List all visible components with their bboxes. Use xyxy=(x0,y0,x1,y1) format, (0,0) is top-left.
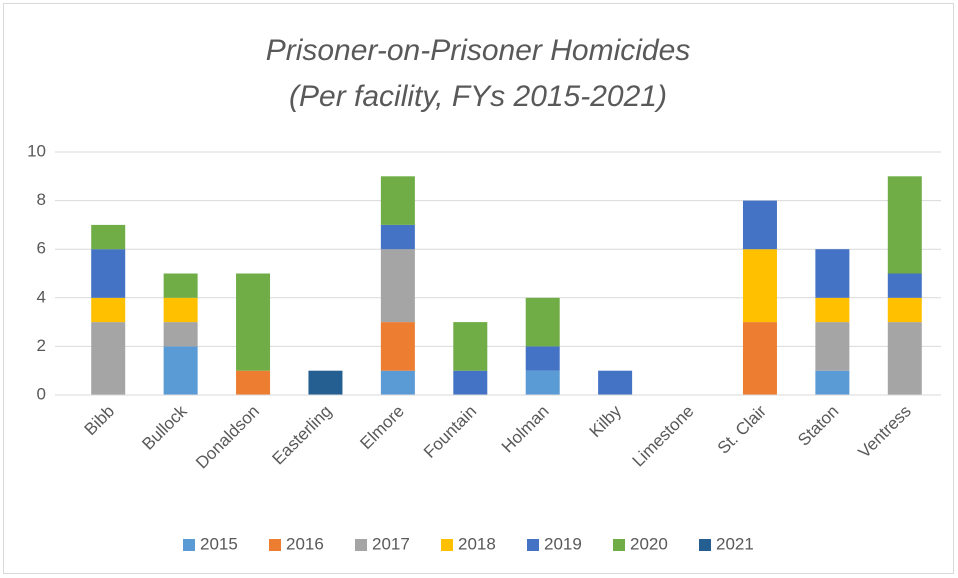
bar-segment xyxy=(887,297,922,323)
legend-label: 2017 xyxy=(372,534,410,553)
bar-segment xyxy=(163,322,198,347)
bar-segment xyxy=(380,370,415,395)
bar-segment xyxy=(525,297,560,347)
bar-segment xyxy=(163,346,198,395)
y-tick-label: 6 xyxy=(37,239,46,258)
bar-segment xyxy=(163,273,198,298)
bar-segment xyxy=(815,297,850,323)
legend-swatch xyxy=(527,539,539,551)
legend-label: 2015 xyxy=(200,534,238,553)
bar-segment xyxy=(815,249,850,298)
bar-segment xyxy=(815,322,850,371)
chart-title: (Per facility, FYs 2015-2021) xyxy=(289,80,667,113)
bar-segment xyxy=(91,322,126,395)
bar-segment xyxy=(163,297,198,323)
y-tick-label: 8 xyxy=(37,190,46,209)
bar-segment xyxy=(742,249,777,323)
bar-segment xyxy=(742,322,777,395)
bar-segment xyxy=(380,176,415,225)
bar-segment xyxy=(380,224,415,250)
bar-segment xyxy=(525,370,560,395)
bar-segment xyxy=(91,249,126,298)
bar-segment xyxy=(598,370,633,395)
legend-label: 2016 xyxy=(286,534,324,553)
bar-segment xyxy=(742,200,777,250)
bar-segment xyxy=(91,297,126,323)
legend-swatch xyxy=(613,539,625,551)
legend-swatch xyxy=(699,539,711,551)
bar-segment xyxy=(887,176,922,274)
bar-segment xyxy=(236,370,271,395)
legend-label: 2020 xyxy=(630,534,668,553)
bar-segment xyxy=(236,273,271,371)
bar-segment xyxy=(453,322,488,371)
bar-segment xyxy=(380,249,415,323)
bar-segment xyxy=(91,224,126,250)
y-tick-label: 10 xyxy=(27,141,46,160)
legend-label: 2021 xyxy=(716,534,754,553)
chart-frame xyxy=(3,3,954,574)
y-tick-label: 2 xyxy=(37,336,46,355)
legend-swatch xyxy=(269,539,281,551)
legend-swatch xyxy=(183,539,195,551)
bar-segment xyxy=(525,346,560,371)
bar-segment xyxy=(815,370,850,395)
legend-label: 2019 xyxy=(544,534,582,553)
y-tick-label: 0 xyxy=(37,384,46,403)
bar-segment xyxy=(887,273,922,298)
legend-label: 2018 xyxy=(458,534,496,553)
bar-segment xyxy=(380,322,415,371)
legend-swatch xyxy=(355,539,367,551)
legend-swatch xyxy=(441,539,453,551)
bar-segment xyxy=(453,370,488,395)
bar-segment xyxy=(308,370,343,395)
bar-segment xyxy=(887,322,922,395)
chart-title: Prisoner-on-Prisoner Homicides xyxy=(266,34,691,67)
y-tick-label: 4 xyxy=(37,287,46,306)
